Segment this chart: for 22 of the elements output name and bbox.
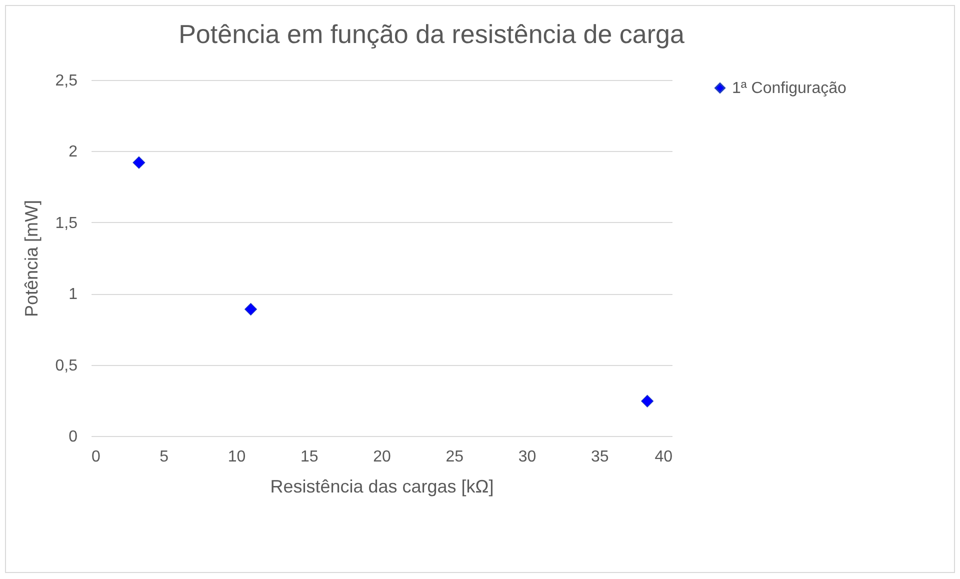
x-tick-label: 35 [590, 448, 609, 466]
x-tick-label: 15 [300, 448, 318, 466]
x-tick-label: 10 [228, 448, 246, 466]
y-tick-label: 0,5 [55, 357, 78, 374]
x-tick-label: 30 [518, 448, 536, 466]
x-axis-title: Resistência das cargas [kΩ] [270, 476, 494, 496]
y-tick-label: 2,5 [55, 72, 78, 90]
x-tick-label: 5 [160, 448, 169, 466]
y-tick-label: 1,5 [55, 214, 78, 232]
x-tick-label: 0 [92, 448, 100, 466]
point [641, 394, 654, 408]
x-tick-label: 25 [446, 448, 464, 466]
x-tick-label: 40 [654, 448, 673, 466]
y-axis-title: Potência [mW] [21, 200, 42, 318]
y-tick-label: 0 [68, 428, 78, 446]
point [244, 303, 257, 316]
x-tick-label: 20 [373, 448, 391, 466]
y-tick-label: 1 [68, 286, 78, 304]
chart-title: Potência em função da resistência de carga [178, 19, 685, 49]
point [132, 156, 146, 169]
y-tick-label: 2 [68, 144, 78, 161]
legend-label: 1ª Configuração [732, 80, 847, 97]
